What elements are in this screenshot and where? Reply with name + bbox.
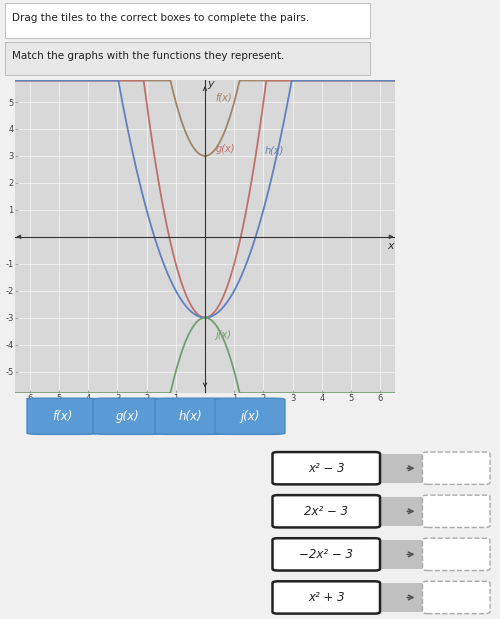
Text: 2x² − 3: 2x² − 3 xyxy=(304,504,348,518)
FancyBboxPatch shape xyxy=(422,581,490,613)
Text: x² + 3: x² + 3 xyxy=(308,591,344,604)
Text: Match the graphs with the functions they represent.: Match the graphs with the functions they… xyxy=(12,51,285,61)
Text: g(x): g(x) xyxy=(215,144,234,154)
Text: j(x): j(x) xyxy=(215,330,231,340)
Bar xyxy=(378,583,422,612)
FancyBboxPatch shape xyxy=(215,398,285,435)
FancyBboxPatch shape xyxy=(93,398,163,435)
Bar xyxy=(5,3,370,38)
FancyBboxPatch shape xyxy=(155,398,225,435)
FancyBboxPatch shape xyxy=(27,398,97,435)
Text: Drag the tiles to the correct boxes to complete the pairs.: Drag the tiles to the correct boxes to c… xyxy=(12,13,310,23)
Text: h(x): h(x) xyxy=(178,410,202,423)
Text: g(x): g(x) xyxy=(116,410,140,423)
FancyBboxPatch shape xyxy=(422,452,490,484)
Text: y: y xyxy=(207,79,214,89)
Text: j(x): j(x) xyxy=(240,410,260,423)
FancyBboxPatch shape xyxy=(422,539,490,571)
FancyBboxPatch shape xyxy=(272,452,380,484)
Text: h(x): h(x) xyxy=(265,145,284,155)
FancyBboxPatch shape xyxy=(272,581,380,613)
Text: −2x² − 3: −2x² − 3 xyxy=(300,548,354,561)
Text: f(x): f(x) xyxy=(215,93,232,103)
Text: f(x): f(x) xyxy=(52,410,72,423)
FancyBboxPatch shape xyxy=(422,495,490,527)
Text: x² − 3: x² − 3 xyxy=(308,462,344,475)
Bar xyxy=(378,540,422,569)
FancyBboxPatch shape xyxy=(272,539,380,571)
Bar xyxy=(378,454,422,483)
Text: x: x xyxy=(388,241,394,251)
Bar xyxy=(5,41,370,76)
FancyBboxPatch shape xyxy=(272,495,380,527)
Bar xyxy=(378,497,422,526)
